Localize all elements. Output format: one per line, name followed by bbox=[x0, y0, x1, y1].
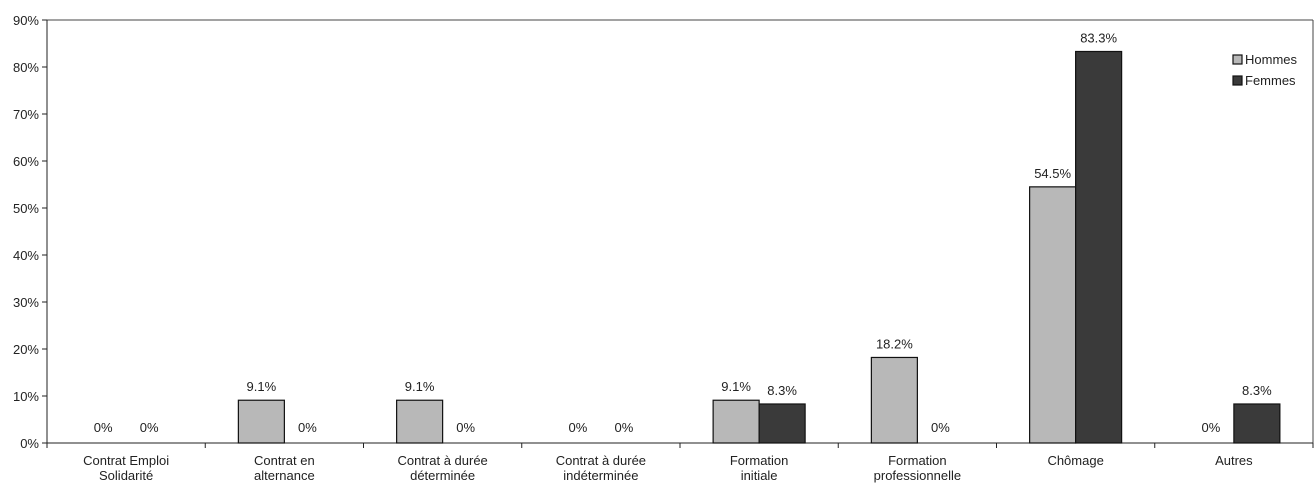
data-label-femmes: 0% bbox=[298, 420, 317, 435]
category-label: Formation bbox=[730, 453, 789, 468]
legend-swatch-femmes bbox=[1232, 75, 1243, 86]
category-label: Contrat en bbox=[254, 453, 315, 468]
y-tick-label: 50% bbox=[13, 201, 39, 216]
bars bbox=[237, 50, 1281, 444]
data-label-hommes: 9.1% bbox=[405, 379, 435, 394]
category-label: déterminée bbox=[410, 468, 475, 483]
data-label-hommes: 54.5% bbox=[1034, 166, 1071, 181]
y-tick-label: 70% bbox=[13, 107, 39, 122]
y-tick-label: 30% bbox=[13, 295, 39, 310]
category-label: Autres bbox=[1215, 453, 1253, 468]
legend-label-femmes: Femmes bbox=[1245, 73, 1296, 88]
y-tick-label: 40% bbox=[13, 248, 39, 263]
data-label-femmes: 83.3% bbox=[1080, 30, 1117, 45]
data-label-femmes: 0% bbox=[931, 420, 950, 435]
bar-femmes bbox=[758, 403, 806, 444]
y-tick-label: 90% bbox=[13, 13, 39, 28]
category-label: Chômage bbox=[1047, 453, 1103, 468]
category-label: Contrat à durée bbox=[397, 453, 487, 468]
y-tick-label: 80% bbox=[13, 60, 39, 75]
data-label-hommes: 0% bbox=[1201, 420, 1220, 435]
category-label: professionnelle bbox=[874, 468, 961, 483]
data-labels: 0% 0% 9.1% 0% 9.1% 0% 0% 0% 9.1% 8.3% 18.2% 0% 54.5%… bbox=[94, 30, 1272, 435]
y-tick-label: 60% bbox=[13, 154, 39, 169]
bar-hommes bbox=[1029, 186, 1077, 444]
category-label: indéterminée bbox=[563, 468, 638, 483]
data-label-femmes: 0% bbox=[614, 420, 633, 435]
data-label-hommes: 0% bbox=[94, 420, 113, 435]
category-label: initiale bbox=[741, 468, 778, 483]
data-label-hommes: 9.1% bbox=[247, 379, 277, 394]
bar-femmes bbox=[1233, 403, 1281, 444]
category-label: Contrat à durée bbox=[556, 453, 646, 468]
bar-hommes bbox=[870, 356, 918, 444]
bar-hommes bbox=[712, 399, 760, 444]
data-label-femmes: 8.3% bbox=[767, 383, 797, 398]
y-tick-label: 10% bbox=[13, 389, 39, 404]
legend-swatch-hommes bbox=[1232, 54, 1243, 65]
data-label-hommes: 0% bbox=[568, 420, 587, 435]
legend: Hommes Femmes bbox=[1232, 52, 1298, 88]
category-label: Contrat Emploi bbox=[83, 453, 169, 468]
legend-label-hommes: Hommes bbox=[1245, 52, 1298, 67]
data-label-femmes: 8.3% bbox=[1242, 383, 1272, 398]
category-label: alternance bbox=[254, 468, 315, 483]
y-tick-label: 20% bbox=[13, 342, 39, 357]
bar-hommes bbox=[237, 399, 285, 444]
data-label-hommes: 18.2% bbox=[876, 336, 913, 351]
data-label-femmes: 0% bbox=[456, 420, 475, 435]
data-label-hommes: 9.1% bbox=[721, 379, 751, 394]
category-label: Solidarité bbox=[99, 468, 153, 483]
bar-femmes bbox=[1075, 50, 1123, 444]
data-label-femmes: 0% bbox=[140, 420, 159, 435]
y-tick-label: 0% bbox=[20, 436, 39, 451]
category-label: Formation bbox=[888, 453, 947, 468]
bar-hommes bbox=[396, 399, 444, 444]
